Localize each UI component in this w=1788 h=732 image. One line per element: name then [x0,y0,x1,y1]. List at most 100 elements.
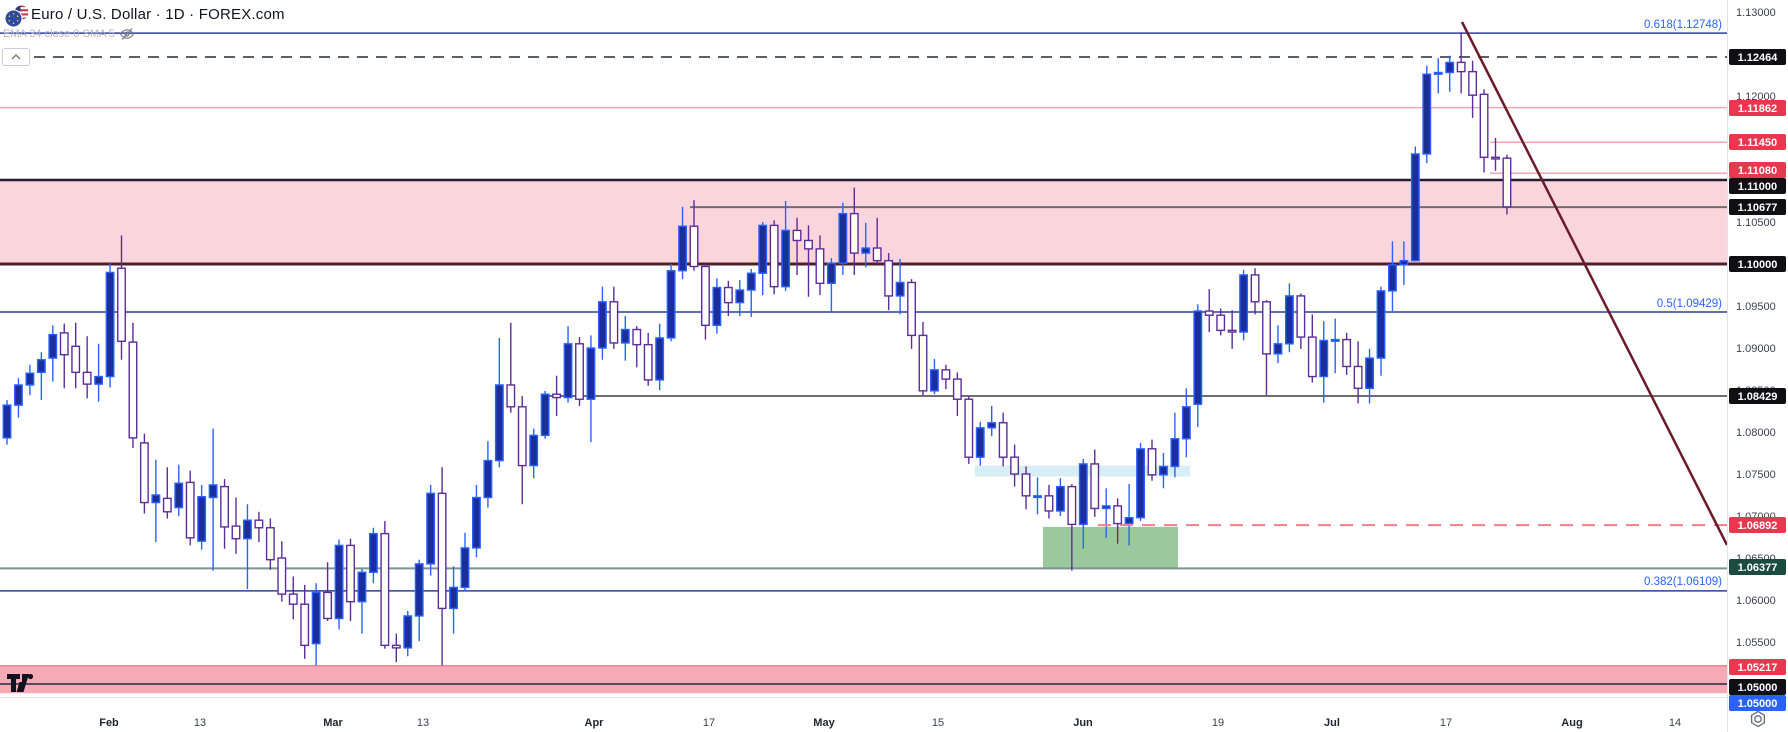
candle [941,364,951,390]
candle [1158,453,1168,489]
price-badge-label: 1.10677 [1738,202,1778,214]
candle-body [1136,448,1146,519]
descending-trendline[interactable] [1460,21,1729,546]
candle [1101,488,1111,538]
candle [1399,241,1409,285]
symbol-flags-icon [4,4,30,28]
price-tick-label: 1.13000 [1736,7,1776,19]
candle-body [1170,438,1180,468]
candle-body [1010,456,1020,475]
indicator-label[interactable]: EMA 34 close 0 SMA 5 [3,28,115,40]
candle [1330,318,1340,374]
candle-body [1101,505,1111,510]
time-axis-label[interactable]: 19 [1212,717,1224,729]
price-badge-bg [1729,100,1786,116]
time-axis-label[interactable]: Apr [585,717,605,729]
candle-body [105,271,115,378]
candle [1170,412,1180,478]
candle [723,280,733,317]
time-axis-label[interactable]: Jul [1324,717,1340,729]
candle [964,395,974,464]
candle-body [1181,406,1191,440]
candle-body [884,259,894,297]
candle-body [895,281,905,297]
price-axis-panel[interactable] [1727,0,1788,732]
candle [151,459,161,543]
candle-body [1319,339,1329,378]
candle-body [174,482,184,509]
candle-body [403,615,413,649]
candle-body [437,492,447,610]
candle [1342,332,1352,375]
candle [1445,55,1455,92]
candle [1353,341,1363,404]
candle-body [620,328,630,344]
candle [838,202,848,275]
candle-body [609,301,619,344]
price-badge-bg [1729,162,1786,178]
time-axis-label[interactable]: Mar [323,717,343,729]
time-axis-label[interactable]: May [813,717,835,729]
candle [13,378,23,418]
candle [288,576,298,620]
candle [701,264,710,340]
time-axis-label[interactable]: Jun [1073,717,1093,729]
candle-body [1387,264,1397,292]
eye-off-icon[interactable] [119,26,135,42]
candle-body [1227,329,1237,333]
candle [357,568,367,634]
candle-body [36,359,46,374]
candle-body [1193,310,1203,405]
candle [1136,442,1146,522]
price-badge: 1.11080 [1729,162,1786,178]
candle [689,200,699,271]
time-axis-label[interactable]: 15 [932,717,944,729]
candle-body [323,591,333,620]
price-badge-bg [1729,178,1786,194]
candle [36,352,46,401]
candle [1181,388,1191,458]
candle-body [758,224,768,274]
time-axis-label[interactable]: Aug [1561,717,1582,729]
candle [529,428,539,479]
candle [952,372,962,417]
candle-body [941,369,951,380]
candle-body [849,212,859,254]
time-axis-label[interactable]: 17 [1440,717,1452,729]
time-axis-label[interactable]: Feb [99,717,119,729]
candle-body [128,341,138,439]
price-badge-label: 1.06892 [1738,520,1778,532]
collapse-indicators-button[interactable] [2,48,30,66]
candle [1216,308,1226,336]
candle-body [59,332,69,356]
candle-body [517,406,527,467]
candle [197,484,207,550]
demand-box [1043,526,1178,569]
candle [1113,498,1123,544]
candle-body [151,494,161,504]
candle [975,421,985,466]
candle [712,278,722,334]
time-axis-label[interactable]: 13 [194,717,206,729]
candle [597,286,607,360]
candle-body [1353,365,1363,390]
candle-body [1273,343,1283,355]
candle-body [1433,71,1443,75]
candle [1376,286,1386,376]
candle [678,206,687,280]
candle-body [1158,465,1168,476]
gear-icon[interactable] [1747,709,1769,731]
time-axis-label[interactable]: 14 [1669,717,1681,729]
candle [1410,146,1420,262]
candle-body [861,247,871,254]
candle [242,504,252,590]
time-axis-label[interactable]: 13 [417,717,429,729]
price-badge-bg [1729,49,1786,65]
time-axis-label[interactable]: 17 [703,717,715,729]
candle-body [563,343,573,399]
price-badge: 1.05000 [1729,695,1786,711]
price-tick-label: 1.10500 [1736,217,1776,229]
candle [506,322,516,413]
candle-body [781,229,791,288]
